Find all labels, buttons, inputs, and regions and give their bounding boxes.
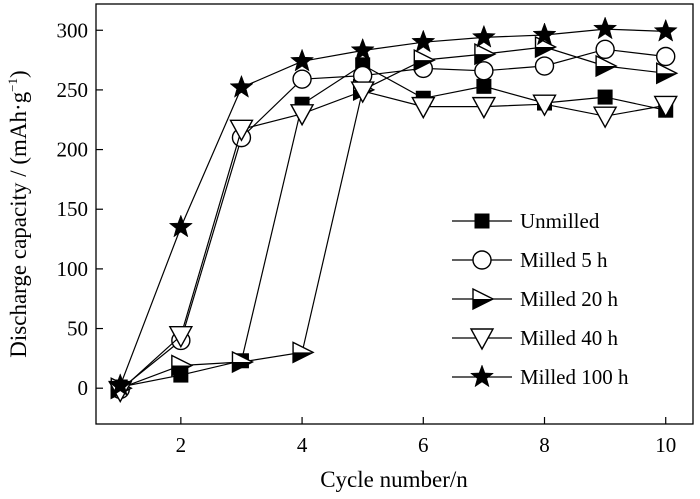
legend: Unmilled Milled 5 h Milled 20 h Milled 40 h… [452,209,629,389]
data-point-milled-100-h [653,18,678,42]
data-point-milled-40-h [229,119,254,142]
legend-item-milled-40-h: Milled 40 h [452,326,618,351]
series-line-milled-20-h [119,46,666,389]
series-milled-100-h [108,16,678,397]
legend-label: Milled 5 h [520,248,608,272]
y-tick-label: 150 [57,197,89,221]
x-tick-label: 8 [539,433,550,457]
legend-item-milled-5-h: Milled 5 h [452,248,608,272]
legend-item-milled-20-h: Milled 20 h [452,287,618,311]
y-tick-label: 100 [57,257,89,281]
data-point-milled-100-h [350,37,375,61]
plot-frame [95,3,694,425]
data-point-milled-5-h [534,56,555,76]
y-tick-label: 200 [57,138,89,162]
series-line-milled-40-h [119,90,666,392]
x-axis-label: Cycle number/n [320,467,468,492]
y-tick-label: 0 [78,376,89,400]
x-tick-label: 6 [418,433,429,457]
y-axis-label-main: Discharge capacity / (mAh·g [6,91,31,357]
data-point-milled-100-h [108,373,133,397]
data-point-milled-40-h [592,106,618,129]
x-tick-label: 4 [297,433,308,457]
y-tick-label: 300 [57,18,89,42]
data-point-milled-100-h [289,48,315,72]
data-point-milled-40-h [532,94,557,117]
data-point-milled-100-h [229,74,254,98]
series-line-milled-5-h [119,48,666,390]
series-layer [108,16,679,404]
data-point-milled-40-h [471,96,497,120]
data-point-milled-40-h [168,326,194,349]
legend-label: Unmilled [520,209,600,233]
data-point-milled-40-h [411,96,436,120]
x-tick-label: 10 [655,433,676,457]
legend-item-unmilled: Unmilled [452,209,600,233]
legend-marker-unmilled [474,213,490,229]
data-point-unmilled [597,89,613,105]
data-point-milled-5-h [656,46,676,67]
legend-item-milled-100-h: Milled 100 h [452,364,629,389]
legend-label: Milled 20 h [520,287,618,311]
data-point-milled-5-h [474,61,494,81]
legend-label: Milled 100 h [520,365,629,389]
legend-marker-milled-40-h [469,328,495,351]
data-point-milled-100-h [168,214,193,238]
legend-marker-milled-100-h [469,364,495,388]
data-point-milled-100-h [532,22,557,46]
y-axis-label: Discharge capacity / (mAh·g−1) [5,70,31,357]
data-point-milled-5-h [595,39,615,60]
data-point-unmilled [476,78,492,94]
legend-marker-milled-5-h [472,250,492,270]
y-tick-label: 250 [57,78,89,102]
x-tick-label: 2 [176,433,187,457]
y-axis-label-close: ) [6,70,31,78]
series-line-unmilled [120,64,666,388]
legend-label: Milled 40 h [520,326,618,350]
data-point-milled-40-h [653,95,678,118]
series-milled-40-h [108,81,678,404]
y-tick-label: 50 [67,317,88,341]
data-point-milled-5-h [292,69,312,89]
series-milled-5-h [110,39,676,400]
data-point-milled-40-h [350,81,375,104]
data-point-milled-100-h [411,29,436,53]
y-axis-label-superscript: −1 [5,78,20,92]
data-point-milled-100-h [471,24,496,48]
data-point-milled-40-h [289,104,315,127]
data-point-milled-100-h [593,16,618,40]
series-line-milled-100-h [119,28,666,387]
